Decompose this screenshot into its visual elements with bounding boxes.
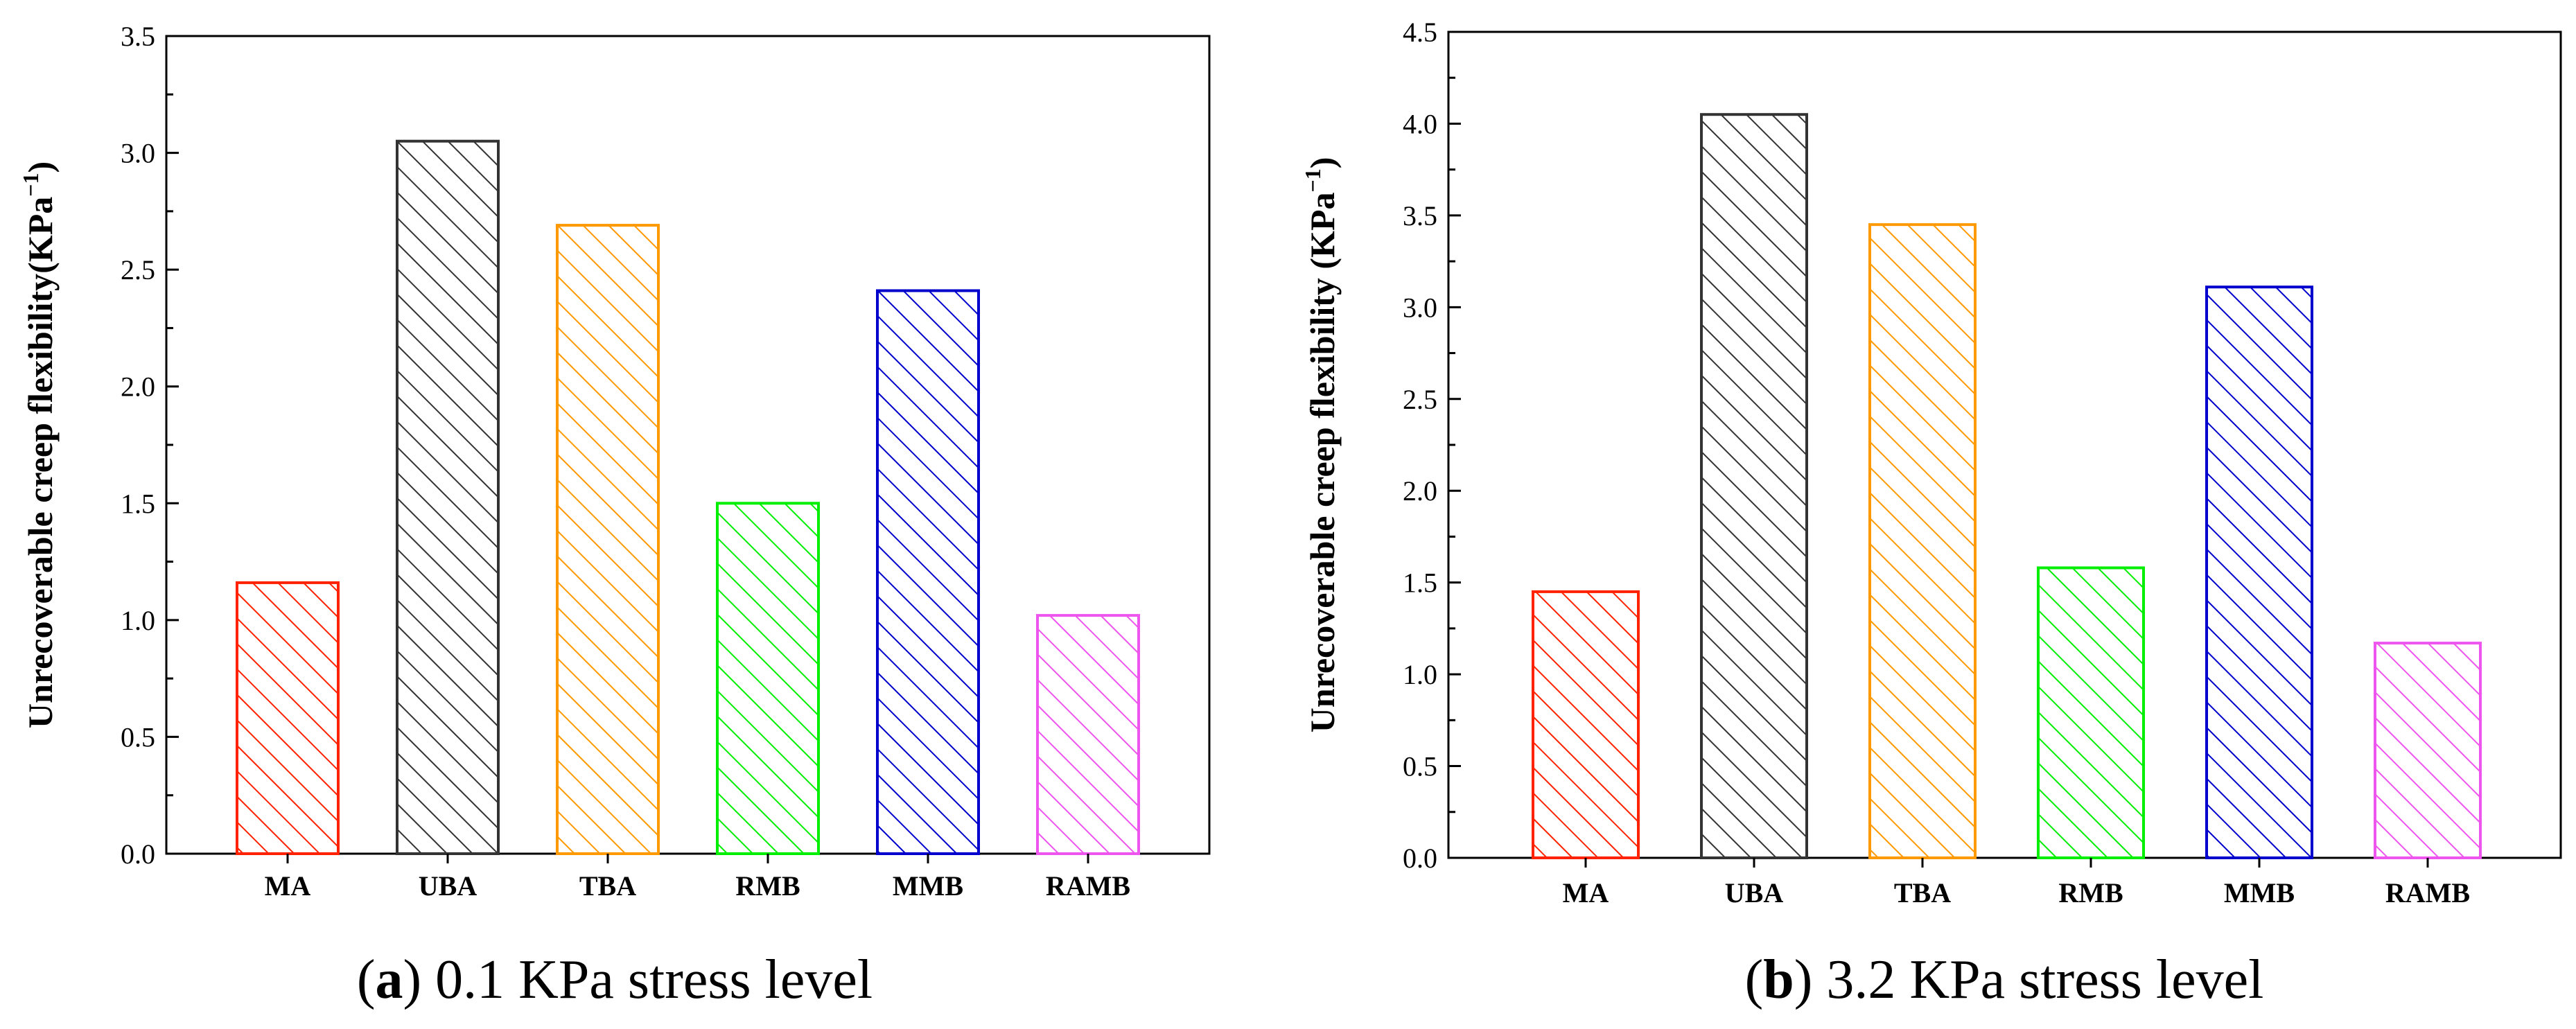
x-tick-label: RAMB	[2385, 877, 2470, 908]
bar-uba	[1700, 113, 1808, 860]
y-tick-label: 1.5	[1403, 568, 1437, 599]
y-tick-label: 1.5	[121, 488, 155, 519]
x-tick-label: TBA	[1894, 877, 1951, 908]
y-tick-label: 2.0	[121, 371, 155, 403]
y-tick-label: 2.0	[1403, 475, 1437, 507]
chart-b: 0.0 0.5 1.0 1.5 2.0 2.5 3.0 3.5 4.0 4.5 MA UBA TBA RM…	[1300, 17, 2562, 1010]
bar-tba	[556, 224, 660, 856]
panel-caption: (a) 0.1 KPa stress level	[357, 949, 873, 1010]
x-tick-label: RMB	[2058, 877, 2123, 908]
bar-ramb	[2374, 642, 2482, 860]
y-tick-label: 4.5	[1403, 17, 1437, 48]
y-tick-label: 4.0	[1403, 108, 1437, 139]
y-tick-label: 0.5	[121, 721, 155, 753]
bar-mmb	[876, 289, 980, 855]
x-tick-label: RAMB	[1046, 870, 1130, 902]
y-axis-title: Unrecoverable creep flexibility(KPa−1)	[18, 161, 60, 728]
y-tick-label: 1.0	[121, 605, 155, 636]
bar-uba	[396, 139, 500, 856]
bar-rmb	[2037, 566, 2145, 860]
panel-caption: (b) 3.2 KPa stress level	[1745, 949, 2264, 1010]
y-tick-label: 1.0	[1403, 659, 1437, 690]
x-tick-label: UBA	[1725, 877, 1784, 908]
y-tick-label: 0.5	[1403, 751, 1437, 782]
y-tick-label: 3.5	[121, 21, 155, 52]
x-tick-label: RMB	[735, 870, 800, 902]
bar-rmb	[716, 502, 820, 855]
bar-ma	[236, 581, 340, 856]
y-tick-label: 0.0	[1403, 843, 1437, 874]
y-tick-label: 3.0	[121, 138, 155, 169]
bar-tba	[1868, 223, 1977, 859]
x-tick-label: UBA	[419, 870, 477, 902]
bar-mmb	[2205, 285, 2313, 859]
y-tick-label: 3.5	[1403, 200, 1437, 231]
bar-ramb	[1036, 614, 1140, 855]
bar-ma	[1532, 590, 1640, 860]
x-tick-label: MMB	[2224, 877, 2295, 908]
y-axis-title: Unrecoverable creep flexibility (KPa−1)	[1300, 157, 1342, 733]
y-tick-label: 3.0	[1403, 292, 1437, 323]
x-tick-label: MA	[265, 870, 311, 902]
x-tick-label: MMB	[893, 870, 963, 902]
x-tick-label: MA	[1563, 877, 1609, 908]
y-tick-label: 2.5	[121, 254, 155, 285]
y-tick-label: 2.5	[1403, 384, 1437, 415]
y-tick-label: 0.0	[121, 838, 155, 870]
x-tick-label: TBA	[579, 870, 636, 902]
chart-a: 0.0 0.5 1.0 1.5 2.0 2.5 3.0 3.5 MA UBA TBA RMB MMB RA…	[18, 21, 1211, 1010]
